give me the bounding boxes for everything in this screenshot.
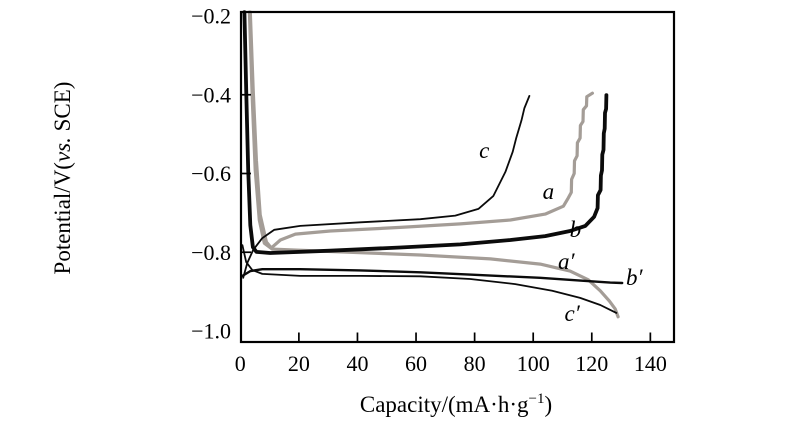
y-axis-title: Potential/V(vs. SCE) [50,82,75,275]
curve-c [242,95,531,279]
curve-label-c: c [479,138,489,163]
x-tick-label: 20 [288,351,310,376]
plot-frame [239,10,676,344]
x-tick-label: 0 [235,351,246,376]
x-tick-label: 140 [634,351,667,376]
x-tick-label: 100 [517,351,550,376]
y-axis-title-text: Potential/V( [50,162,75,274]
curve-label-b: b [570,217,582,242]
x-tick-label: 120 [575,351,608,376]
curve-a-prime [247,10,620,319]
y-tick-label: −0.4 [191,82,231,107]
ticks-layer: 0 20 40 60 80 100 120 140 −0.2 −0.4 −0.6 −0.8 −1.0 [191,4,667,377]
axes-layer [239,10,676,344]
curves-layer [241,10,624,319]
y-tick-label: −0.8 [191,240,231,265]
curve-label-a: a [543,179,555,204]
x-axis-title-close: ) [544,392,552,417]
x-axis-title: Capacity/(mA·h·g−1) [360,391,552,417]
curve-b [242,10,609,255]
x-axis-title-superscript: −1 [528,391,544,407]
curve-label-b-prime: b′ [626,265,644,290]
curve-label-a-prime: a′ [558,249,576,274]
curve-labels-layer: a a′ c c′ b′ b [479,138,643,326]
curve-label-c-prime: c′ [565,301,581,326]
curve-a [248,10,595,250]
x-tick-label: 80 [464,351,486,376]
y-tick-label: −0.6 [191,161,231,186]
y-tick-label: −1.0 [191,319,231,344]
y-axis-title-italic: vs. [50,137,75,162]
x-tick-label: 60 [405,351,427,376]
curve-b-prime [241,268,624,285]
x-tick-label: 40 [346,351,368,376]
x-axis-title-text: Capacity/(mA·h·g [360,392,529,417]
y-axis-title-suffix: SCE) [50,82,75,138]
y-tick-label: −0.2 [191,4,231,29]
